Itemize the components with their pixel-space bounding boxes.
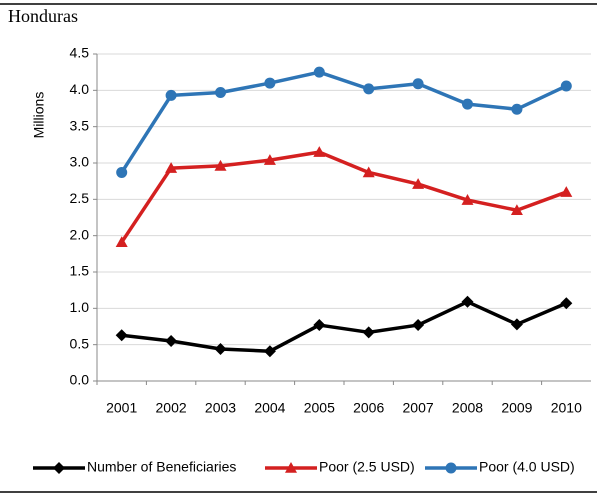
marker [263,154,276,165]
x-tick-label: 2001 [106,400,137,416]
marker [263,345,276,358]
marker [363,83,375,95]
marker [165,335,178,348]
series-line [120,150,567,244]
marker [215,87,226,99]
marker [313,146,326,157]
legend-label: Poor (2.5 USD) [319,459,415,475]
marker [116,166,128,178]
marker [115,236,128,248]
x-tick-label: 2007 [403,400,434,416]
legend-label: Number of Beneficiaries [87,459,236,475]
legend-marker [445,462,457,474]
marker [313,319,326,332]
y-tick-label: 0.5 [70,335,90,351]
marker [560,297,573,310]
x-tick-label: 2008 [452,400,483,416]
y-tick-label: 3.5 [70,117,90,133]
y-tick-label: 1.0 [70,299,90,315]
x-tick-label: 2005 [304,400,335,416]
marker [510,318,523,331]
series-line [121,300,567,353]
marker [461,295,474,308]
y-tick-label: 4.0 [70,81,90,97]
marker [115,329,128,342]
y-tick-label: 4.5 [70,45,90,61]
y-axis-label: Millions [31,92,47,139]
legend-label: Poor (4.0 USD) [479,459,575,475]
y-tick-label: 2.0 [70,226,90,242]
y-tick-label: 0.0 [70,372,90,388]
y-tick-label: 2.5 [70,190,90,206]
marker [510,204,523,216]
marker [461,194,474,205]
chart-title: Honduras [8,6,78,26]
series-line [120,70,568,174]
x-tick-label: 2002 [156,400,187,416]
marker [462,98,473,110]
marker [412,78,424,90]
x-tick-label: 2003 [205,400,236,416]
marker [412,178,425,189]
y-tick-label: 3.0 [70,154,90,170]
marker [165,162,178,173]
legend-marker [53,462,65,474]
x-tick-label: 2006 [353,400,384,416]
marker [313,66,325,78]
marker [560,186,573,197]
marker [560,80,572,92]
marker [362,326,375,339]
marker [214,343,227,356]
x-tick-label: 2010 [551,400,582,416]
y-tick-label: 1.5 [70,263,90,279]
marker [362,166,375,178]
marker [511,103,523,115]
marker [165,89,177,101]
marker [412,319,425,332]
marker [214,159,227,171]
marker [264,77,276,89]
x-tick-label: 2004 [254,400,285,416]
x-tick-label: 2009 [501,400,532,416]
legend-marker [285,462,297,473]
